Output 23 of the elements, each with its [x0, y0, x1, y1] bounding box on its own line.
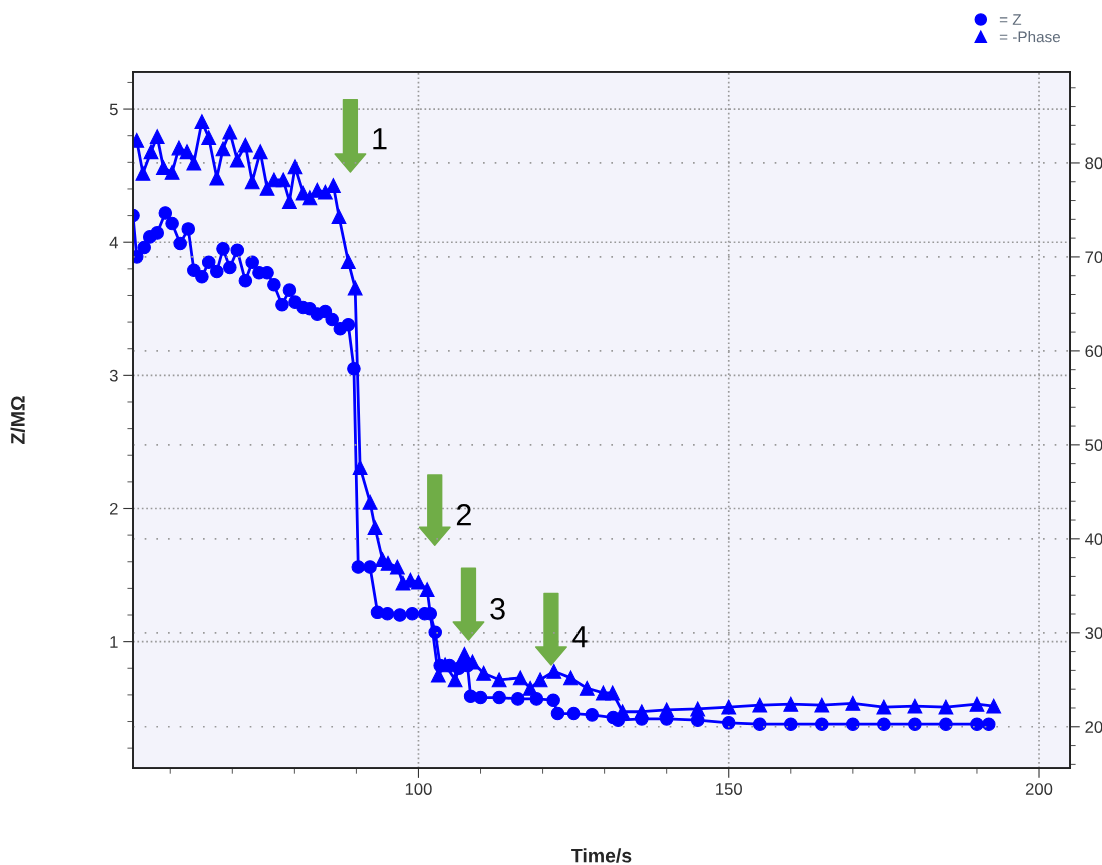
annotation: 2: [456, 504, 471, 526]
y2-tick-label: 40: [1085, 533, 1102, 546]
y-tick-label: 3: [109, 369, 118, 382]
y2-tick-label: 30: [1085, 627, 1102, 639]
x-tick-label: 100: [405, 783, 432, 795]
annotation: 3: [490, 598, 505, 620]
x-tick-label: 150: [716, 783, 742, 795]
legend-label: = -Phase: [999, 31, 1061, 43]
y2-tick-label: 70: [1085, 251, 1102, 264]
y-tick-label: 5: [109, 103, 118, 116]
x-tick-label: 200: [1025, 783, 1053, 795]
y2-tick-label: 60: [1085, 345, 1102, 358]
x-axis-title: Time/s: [571, 848, 632, 863]
y-axis-title: Z/MΩ: [10, 396, 25, 444]
y2-tick-label: 50: [1085, 439, 1102, 452]
y-tick-label: 1: [110, 636, 118, 648]
y2-tick-label: 20: [1085, 721, 1102, 733]
y-tick-label: 2: [110, 502, 118, 515]
legend-label: = Z: [999, 14, 1022, 25]
annotation: 1: [373, 128, 387, 150]
y-tick-label: 4: [109, 236, 118, 249]
annotation: 4: [572, 626, 588, 648]
y2-tick-label: 80: [1085, 157, 1102, 170]
